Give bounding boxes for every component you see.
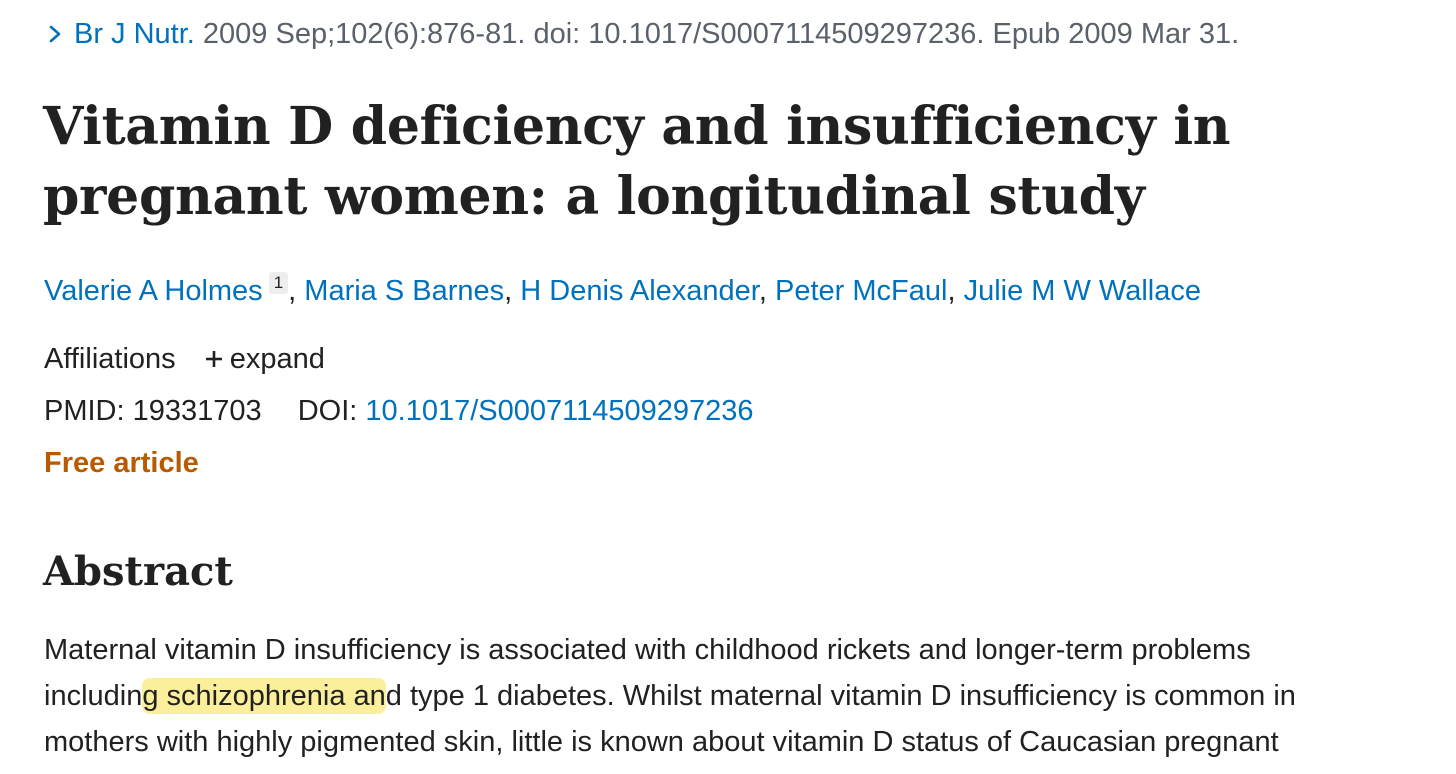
author-link[interactable]: Maria S Barnes: [304, 275, 505, 307]
plus-icon: [205, 351, 222, 367]
affiliations-row: Affiliations expand: [44, 343, 325, 376]
expand-label: expand: [229, 343, 325, 375]
highlighted-text: g schizophrenia an: [142, 678, 386, 714]
identifiers-row: PMID: 19331703 DOI: 10.1017/S00071145092…: [44, 395, 754, 428]
abstract-text: Maternal vitamin D insufficiency is asso…: [44, 627, 1444, 765]
abstract-line: including schizophrenia and type 1 diabe…: [44, 673, 1444, 719]
abstract-fragment: d type 1 diabetes. Whilst maternal vitam…: [385, 680, 1296, 712]
free-article-badge: Free article: [44, 447, 199, 479]
author-link[interactable]: Valerie A Holmes: [44, 275, 263, 307]
abstract-fragment: includin: [44, 680, 143, 712]
author-link[interactable]: H Denis Alexander: [520, 275, 759, 307]
pmid-label: PMID:: [44, 395, 125, 427]
abstract-heading: Abstract: [43, 548, 233, 595]
affiliation-superscript[interactable]: 1: [268, 272, 289, 294]
expand-toggle[interactable]: expand: [184, 343, 325, 375]
citation-details: 2009 Sep;102(6):876-81. doi: 10.1017/S00…: [202, 18, 1240, 50]
citation-line: Br J Nutr. 2009 Sep;102(6):876-81. doi: …: [44, 18, 1239, 51]
affiliations-label: Affiliations: [44, 343, 176, 375]
author-link[interactable]: Julie M W Wallace: [963, 275, 1201, 307]
chevron-right-icon[interactable]: [44, 23, 66, 45]
article-title: Vitamin D deficiency and insufficiency i…: [43, 96, 1231, 227]
doi-label: DOI:: [297, 395, 358, 427]
journal-link[interactable]: Br J Nutr.: [74, 18, 195, 50]
doi-link[interactable]: 10.1017/S0007114509297236: [365, 395, 754, 427]
pmid-value: 19331703: [132, 395, 262, 427]
abstract-line: Maternal vitamin D insufficiency is asso…: [44, 634, 1251, 666]
abstract-line: mothers with highly pigmented skin, litt…: [44, 726, 1279, 758]
author-list: Valerie A Holmes 1, Maria S Barnes, H Den…: [44, 272, 1201, 307]
author-link[interactable]: Peter McFaul: [774, 275, 948, 307]
